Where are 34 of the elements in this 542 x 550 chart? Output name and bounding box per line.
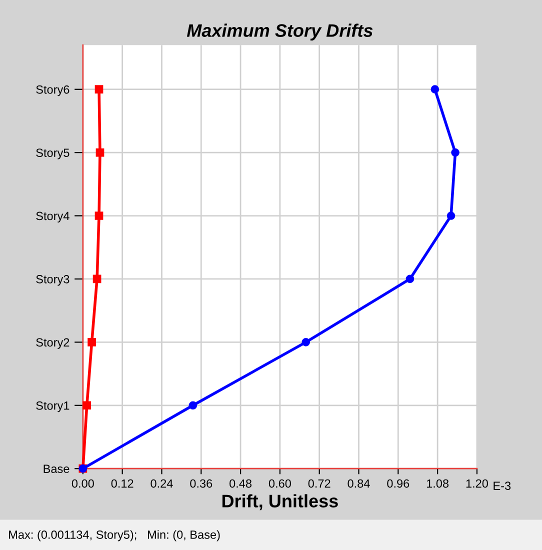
- y-tick-label: Story3: [36, 275, 70, 286]
- x-tick-label: 0.48: [230, 479, 252, 488]
- x-tick-label: 0.36: [190, 479, 212, 488]
- text: Max: (0.001134, Story5); Min: (0, Base): [9, 530, 220, 542]
- point: [92, 274, 102, 284]
- point: [446, 212, 456, 220]
- point: [88, 338, 96, 346]
- y-tick-label: Story2: [36, 338, 70, 349]
- point: [82, 401, 92, 410]
- point: [451, 148, 460, 157]
- x-tick-label: 0.96: [387, 479, 410, 488]
- point: [94, 85, 104, 94]
- x-tick-label: 0.00: [72, 479, 94, 488]
- x-tick-label: 1.20: [466, 479, 488, 488]
- point: [188, 401, 198, 410]
- x-tick-label: 0.24: [150, 479, 173, 488]
- point: [406, 274, 414, 284]
- x-tick-label: 0.84: [348, 479, 370, 488]
- x-tick-label: 0.60: [268, 479, 291, 488]
- y-tick-label: Story4: [36, 212, 70, 222]
- point: [96, 148, 104, 157]
- point: [430, 85, 440, 94]
- y-tick-label: Story5: [36, 148, 70, 160]
- x-tick-label: 0.72: [308, 479, 330, 488]
- y-tick-label: Story1: [36, 401, 70, 412]
- point: [302, 338, 310, 346]
- text: E-3: [494, 482, 511, 490]
- x-axis-title: Drift, Unitless: [222, 494, 338, 510]
- chart-title: Maximum Story Drifts: [186, 24, 373, 41]
- x-tick-label: 0.12: [111, 479, 134, 488]
- point: [94, 212, 104, 220]
- y-tick-label: Story6: [36, 85, 70, 96]
- y-tick-label: Base: [44, 464, 70, 473]
- x-tick-label: 1.08: [426, 479, 449, 488]
